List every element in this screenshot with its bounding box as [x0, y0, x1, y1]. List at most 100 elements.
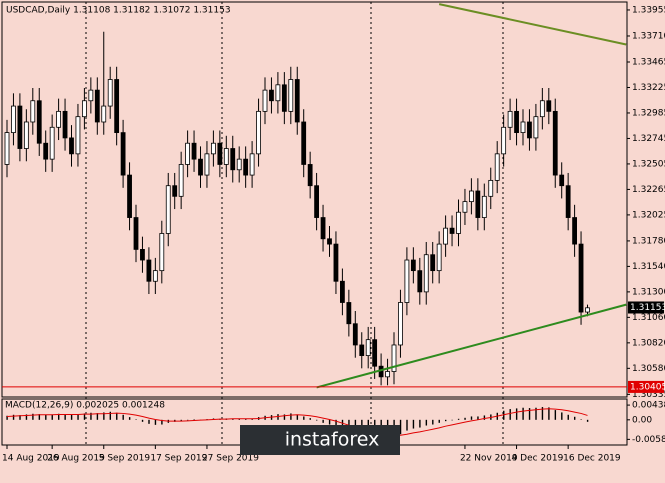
candle-body	[165, 185, 171, 234]
macd-bar	[116, 412, 118, 420]
candle-body	[294, 79, 300, 123]
candle-body	[107, 79, 113, 107]
candle-body	[62, 110, 68, 139]
candle-body	[314, 185, 320, 218]
candle-body	[127, 174, 132, 218]
candle-body	[410, 259, 416, 272]
y-tick-label: 1.30335	[632, 390, 665, 400]
candle-body	[494, 153, 500, 181]
macd-bar	[51, 414, 53, 420]
candle-body	[501, 126, 507, 155]
candle-body	[339, 280, 345, 303]
candle-body	[101, 105, 107, 123]
candle-body	[346, 302, 352, 325]
price-label: 1.31153	[630, 303, 665, 313]
y-tick-label: 0.004388	[632, 401, 665, 411]
candle-body	[475, 190, 481, 218]
macd-bar	[70, 414, 73, 420]
y-tick-label: 1.33465	[632, 57, 665, 67]
macd-bar	[58, 413, 60, 420]
candle-body	[391, 344, 397, 372]
candle-body	[69, 137, 74, 155]
macd-bar	[477, 416, 479, 420]
candle-body	[301, 121, 307, 165]
macd-bar	[399, 419, 402, 435]
candle-body	[249, 153, 255, 176]
macd-bar	[554, 410, 557, 420]
x-tick-label: 16 Dec 2019	[563, 454, 621, 464]
candle-body	[307, 164, 313, 187]
macd-bar	[77, 414, 79, 420]
candle-body	[269, 89, 274, 102]
macd-bar	[6, 415, 8, 420]
macd-bar	[574, 416, 576, 420]
candle-body	[546, 100, 552, 112]
main-frame	[1, 1, 628, 398]
macd-bar	[457, 418, 460, 420]
candle-body	[578, 243, 584, 313]
macd-bar	[438, 419, 440, 423]
level-box	[628, 380, 664, 393]
macd-bar	[135, 419, 137, 420]
candle-body	[456, 211, 461, 234]
macd-signal	[6, 408, 588, 437]
macd-bar	[122, 414, 124, 420]
candle-body	[423, 254, 429, 293]
macd-bar	[470, 416, 473, 420]
candle-body	[140, 249, 145, 261]
x-tick-label: 5 Sep 2019	[99, 454, 151, 464]
macd-bar	[419, 419, 421, 428]
candle-body	[552, 110, 558, 176]
macd-bar	[290, 413, 292, 420]
candle-body	[75, 116, 81, 155]
candle-body	[327, 238, 332, 245]
candle-body	[114, 79, 120, 134]
y-tick-label: 1.32265	[632, 185, 665, 195]
candle-body	[352, 323, 358, 346]
candle-body	[217, 142, 223, 165]
macd-bar	[232, 418, 234, 420]
macd-bar	[193, 419, 195, 420]
macd-bar	[503, 410, 505, 420]
y-tick-label: 1.30820	[632, 338, 665, 348]
candle-body	[159, 233, 165, 272]
watermark-band	[240, 425, 400, 455]
candle-body	[230, 148, 236, 171]
candle-body	[133, 217, 139, 250]
y-tick-label: 1.32985	[632, 108, 665, 118]
macd-bar	[96, 413, 99, 420]
candle-body	[539, 100, 545, 118]
macd-bar	[38, 414, 41, 420]
macd-bar	[445, 419, 447, 422]
candle-body	[533, 116, 539, 139]
candle-body	[49, 126, 55, 160]
watermark: instaforex	[285, 429, 380, 451]
candle-body	[210, 142, 216, 155]
candle-body	[333, 243, 339, 282]
macd-bar	[309, 418, 311, 420]
macd-bar	[548, 407, 550, 420]
macd-bar	[567, 414, 569, 420]
macd-bar	[316, 419, 318, 421]
macd-bar	[341, 419, 344, 430]
candle-body	[172, 185, 178, 197]
y-tick-label: 1.33710	[632, 31, 665, 41]
macd-bar	[296, 414, 299, 420]
candle-body	[520, 121, 526, 134]
macd-bar	[161, 419, 163, 425]
x-tick-label: 22 Nov 2019	[460, 454, 518, 464]
candle-body	[120, 132, 126, 176]
macd-bar	[25, 414, 28, 420]
level-label: 1.30405	[630, 382, 665, 392]
y-tick-label: 1.33225	[632, 83, 665, 93]
candle-body	[94, 89, 100, 123]
candle-body	[468, 190, 474, 203]
candle-body	[404, 259, 410, 303]
x-tick-label: 14 Aug 2019	[2, 454, 60, 464]
candle-body	[443, 227, 449, 245]
candle-body	[43, 142, 49, 160]
candle-body	[565, 185, 571, 218]
candle-body	[288, 79, 294, 112]
macd-bar	[45, 414, 47, 420]
